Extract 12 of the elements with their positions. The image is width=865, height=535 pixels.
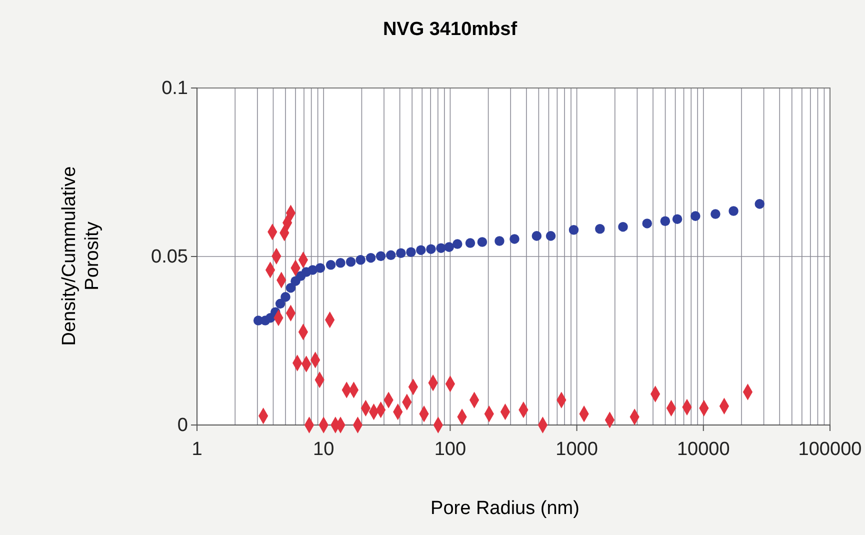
x-tick-label: 1000 <box>556 438 598 460</box>
y-tick-label: 0 <box>177 415 188 436</box>
chart-title: NVG 3410mbsf <box>382 19 518 40</box>
x-tick-label: 1 <box>192 438 202 460</box>
x-axis-title: Pore Radius (nm) <box>430 498 580 519</box>
x-tick-label: 10000 <box>676 438 730 460</box>
x-tick-label: 10 <box>313 438 334 460</box>
y-axis-title: Density/Cummulative Porosity <box>59 166 103 346</box>
x-tick-label: 100 <box>434 438 466 460</box>
x-tick-label: 100000 <box>798 438 862 460</box>
y-tick-label: 0.05 <box>151 246 188 268</box>
y-tick-label: 0.1 <box>162 78 188 100</box>
